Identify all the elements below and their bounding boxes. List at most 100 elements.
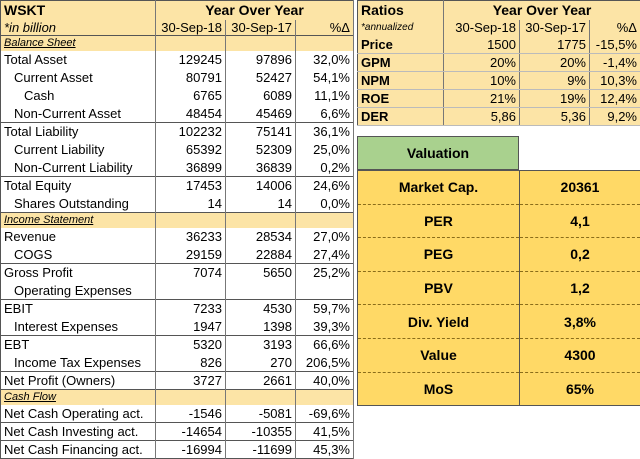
table-row: Net Cash Operating act.-1546-5081-69,6% (1, 405, 354, 423)
annualized-note: *annualized (358, 20, 444, 36)
section-blank (226, 36, 296, 51)
value-pct-change: 25,2% (296, 264, 354, 282)
row-label: Gross Profit (1, 264, 156, 282)
value-2017: 22884 (226, 246, 296, 264)
value-2018: 5320 (156, 336, 226, 354)
row-label: Income Tax Expenses (1, 354, 156, 372)
row-label: Net Cash Financing act. (1, 441, 156, 459)
col-header-2017: 30-Sep-17 (226, 20, 296, 36)
section-blank (156, 390, 226, 405)
value-pct-change: 59,7% (296, 300, 354, 318)
row-label: Shares Outstanding (1, 195, 156, 213)
valuation-label: MoS (358, 372, 520, 406)
value-2017: -5081 (226, 405, 296, 423)
value-pct-change: 54,1% (296, 69, 354, 87)
ratio-label: ROE (358, 90, 444, 108)
section-blank (156, 213, 226, 228)
value-2018: 102232 (156, 123, 226, 141)
valuation-value: 0,2 (520, 238, 640, 272)
value-pct-change: 40,0% (296, 372, 354, 390)
value-2018: 17453 (156, 177, 226, 195)
valuation-row: Market Cap.20361 (358, 171, 640, 205)
financial-summary-table: WSKT Year Over Year *in billion 30-Sep-1… (0, 0, 354, 459)
section-blank (296, 36, 354, 51)
row-label: Net Cash Operating act. (1, 405, 156, 423)
section-heading: Cash Flow (1, 390, 156, 405)
value-pct-change: 6,6% (296, 105, 354, 123)
value-2018 (156, 282, 226, 300)
value-pct-change: 45,3% (296, 441, 354, 459)
value-2017: 2661 (226, 372, 296, 390)
value-pct-change: -69,6% (296, 405, 354, 423)
ratios-col-header-2017: 30-Sep-17 (520, 20, 590, 36)
ratio-label: DER (358, 108, 444, 126)
value-2017: 270 (226, 354, 296, 372)
value-pct-change: 41,5% (296, 423, 354, 441)
row-label: Total Asset (1, 51, 156, 69)
row-label: Total Equity (1, 177, 156, 195)
section-heading: Income Statement (1, 213, 156, 228)
value-2018: -14654 (156, 423, 226, 441)
ratio-2018: 20% (444, 54, 520, 72)
value-pct-change: 66,6% (296, 336, 354, 354)
value-pct-change: 27,4% (296, 246, 354, 264)
value-2017 (226, 282, 296, 300)
value-pct-change: 206,5% (296, 354, 354, 372)
value-2017: 14 (226, 195, 296, 213)
value-2018: -1546 (156, 405, 226, 423)
row-label: Operating Expenses (1, 282, 156, 300)
value-2018: 1947 (156, 318, 226, 336)
ratio-2018: 21% (444, 90, 520, 108)
section-blank (226, 213, 296, 228)
valuation-label: PEG (358, 238, 520, 272)
ratio-2018: 1500 (444, 36, 520, 54)
ratio-2017: 5,36 (520, 108, 590, 126)
section-blank (226, 390, 296, 405)
valuation-label: Value (358, 338, 520, 372)
value-2018: 14 (156, 195, 226, 213)
section-blank (156, 36, 226, 51)
section-header: Income Statement (1, 213, 354, 228)
value-2017: 52309 (226, 141, 296, 159)
value-2018: 3727 (156, 372, 226, 390)
valuation-value: 4300 (520, 338, 640, 372)
ratio-pct-change: 9,2% (590, 108, 640, 126)
valuation-label: PER (358, 204, 520, 238)
ratio-2018: 10% (444, 72, 520, 90)
ratio-label: Price (358, 36, 444, 54)
ratio-pct-change: 10,3% (590, 72, 640, 90)
ratios-title: Ratios (358, 1, 444, 20)
ratio-label: GPM (358, 54, 444, 72)
value-pct-change: 27,0% (296, 228, 354, 246)
section-header: Balance Sheet (1, 36, 354, 51)
row-label: COGS (1, 246, 156, 264)
value-pct-change: 25,0% (296, 141, 354, 159)
value-2017: 1398 (226, 318, 296, 336)
ratio-2017: 9% (520, 72, 590, 90)
ratios-table: Ratios Year Over Year *annualized 30-Sep… (357, 0, 640, 126)
col-header-pct: %Δ (296, 20, 354, 36)
row-label: Net Profit (Owners) (1, 372, 156, 390)
valuation-title: Valuation (357, 136, 519, 170)
valuation-label: PBV (358, 271, 520, 305)
value-pct-change: 11,1% (296, 87, 354, 105)
